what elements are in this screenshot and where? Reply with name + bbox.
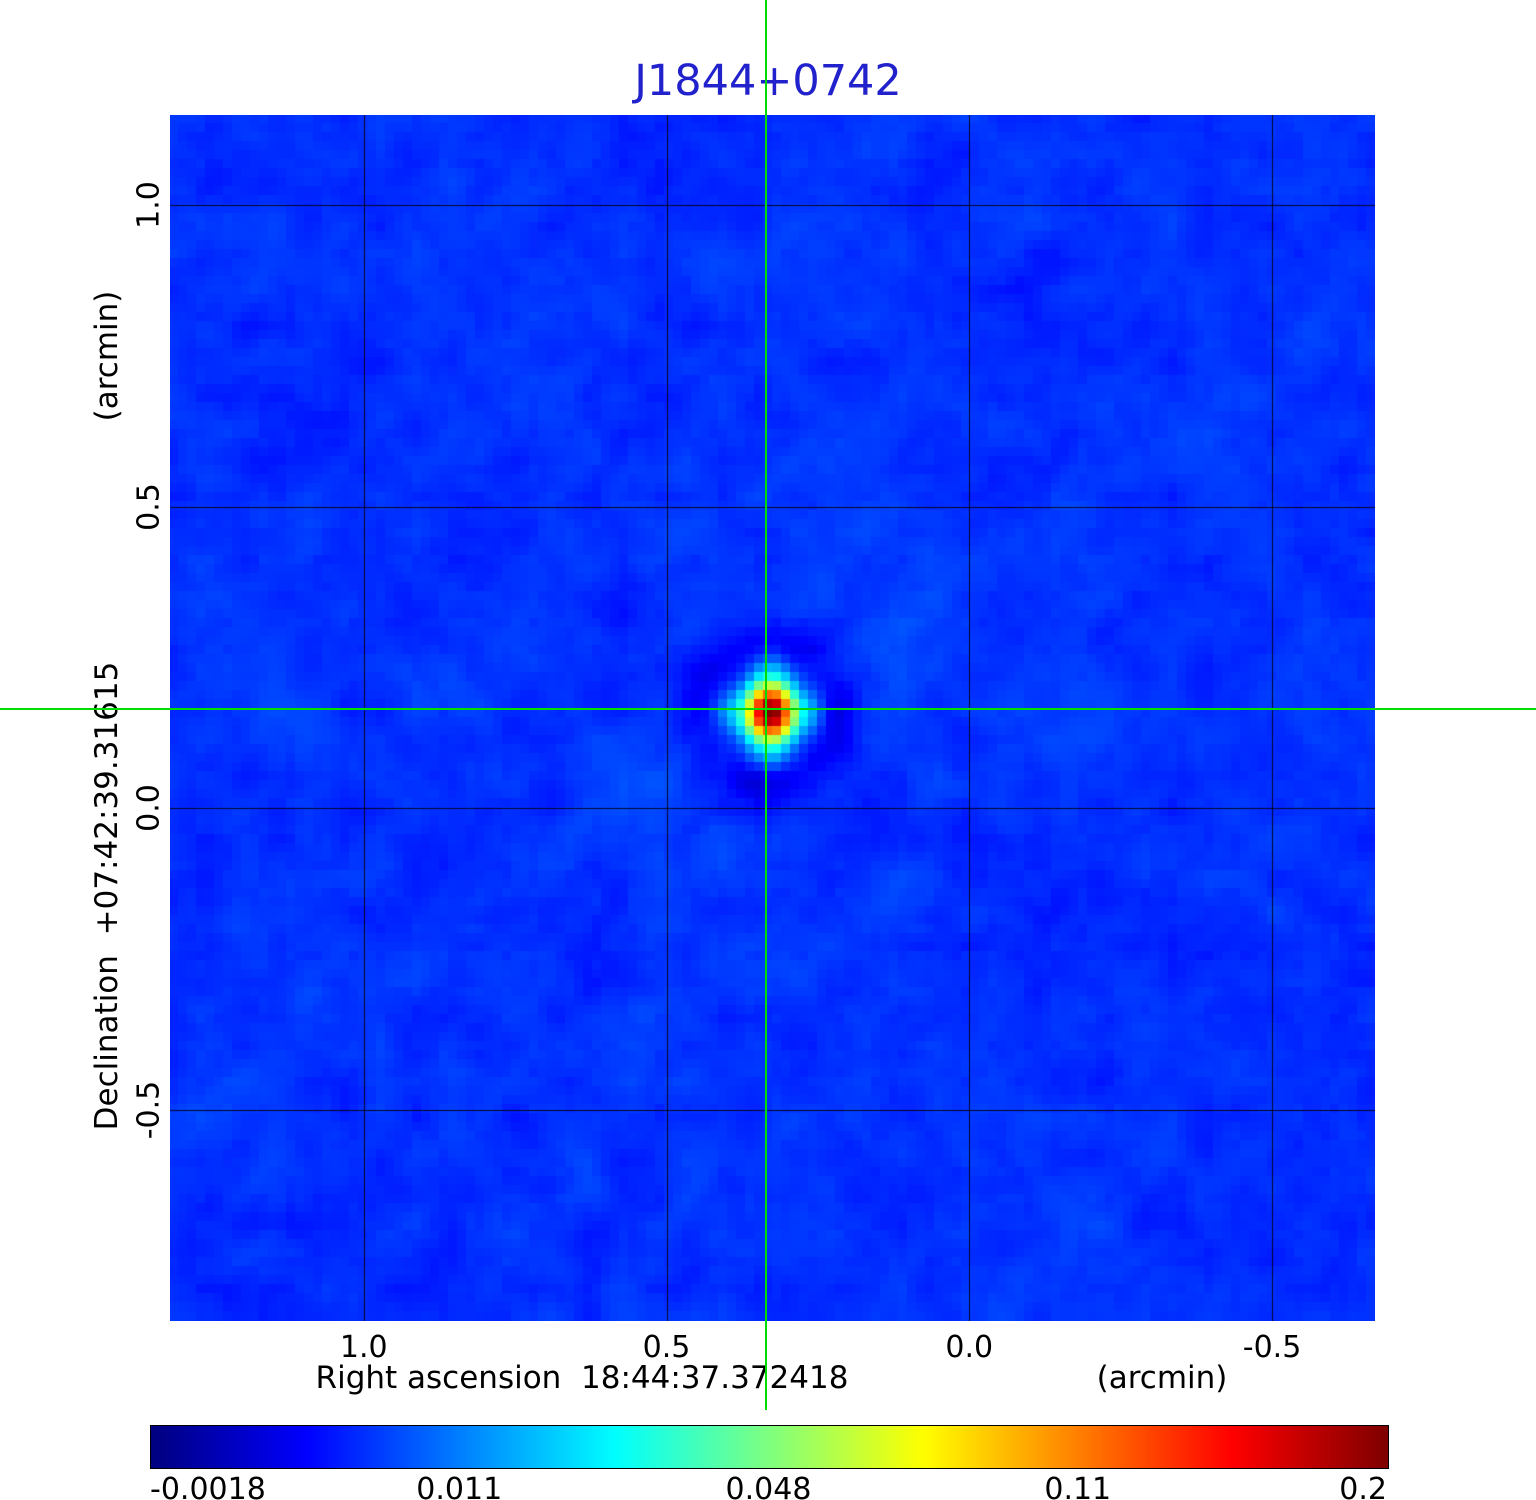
colorbar-tick-label-4: 0.2	[1339, 1472, 1387, 1500]
crosshair-horizontal	[0, 707, 1536, 710]
x-axis-label: Right ascension 18:44:37.372418	[315, 1360, 849, 1396]
x-tick-label-1: 0.5	[642, 1330, 691, 1365]
x-tick-label-2: 0.0	[945, 1330, 994, 1365]
colorbar-tick-label-2: 0.048	[725, 1472, 812, 1500]
y-axis-label: Declination +07:42:39.31615	[89, 661, 125, 1131]
colorbar-tick-label-0: -0.0018	[150, 1472, 266, 1500]
x-tick-label-0: 1.0	[339, 1330, 388, 1365]
x-axis-unit-label: (arcmin)	[1096, 1360, 1228, 1396]
radio-image-canvas	[170, 115, 1375, 1321]
colorbar-tick-label-1: 0.011	[416, 1472, 503, 1500]
colorbar	[150, 1425, 1389, 1469]
y-tick-label-1: 0.5	[131, 483, 167, 531]
y-tick-label-2: 0.0	[131, 784, 167, 833]
colorbar-canvas	[151, 1426, 1388, 1468]
y-tick-label-3: -0.5	[131, 1080, 167, 1140]
colorbar-tick-label-3: 0.11	[1044, 1472, 1112, 1500]
y-tick-label-0: 1.0	[131, 181, 167, 230]
image-plot-area	[170, 115, 1375, 1321]
x-tick-label-3: -0.5	[1242, 1330, 1302, 1365]
crosshair-vertical	[765, 0, 768, 1410]
plot-title: J1844+0742	[634, 56, 902, 106]
y-axis-unit-label: (arcmin)	[89, 290, 125, 422]
